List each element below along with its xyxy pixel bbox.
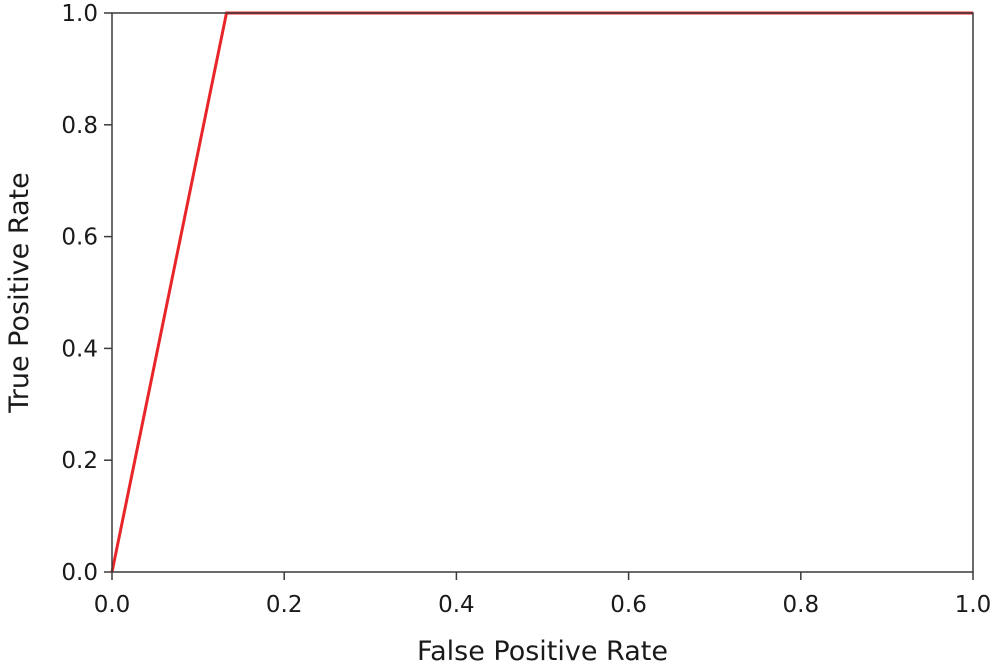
- x-tick-label: 0.4: [438, 592, 475, 618]
- x-tick-label: 0.0: [94, 592, 131, 618]
- x-tick-label: 0.2: [266, 592, 303, 618]
- x-tick-label: 1.0: [955, 592, 992, 618]
- y-tick-label: 0.8: [61, 113, 98, 139]
- y-tick-label: 1.0: [61, 1, 98, 27]
- y-tick-label: 0.6: [61, 225, 98, 251]
- x-tick-label: 0.8: [783, 592, 820, 618]
- plot-frame: [111, 12, 974, 573]
- series-layer: [110, 11, 973, 573]
- y-axis-label: True Positive Rate: [4, 172, 35, 414]
- y-tick-label: 0.0: [61, 560, 98, 586]
- roc-curve-line: [110, 11, 973, 573]
- axis-ticks: 0.0 0.2 0.4 0.6 0.8 1.0 0.0 0.2 0.4 0.6 0.8 1.0: [61, 1, 991, 618]
- x-axis-label: False Positive Rate: [417, 636, 668, 666]
- y-tick-label: 0.2: [61, 448, 98, 474]
- y-tick-label: 0.4: [61, 336, 98, 362]
- x-tick-label: 0.6: [610, 592, 647, 618]
